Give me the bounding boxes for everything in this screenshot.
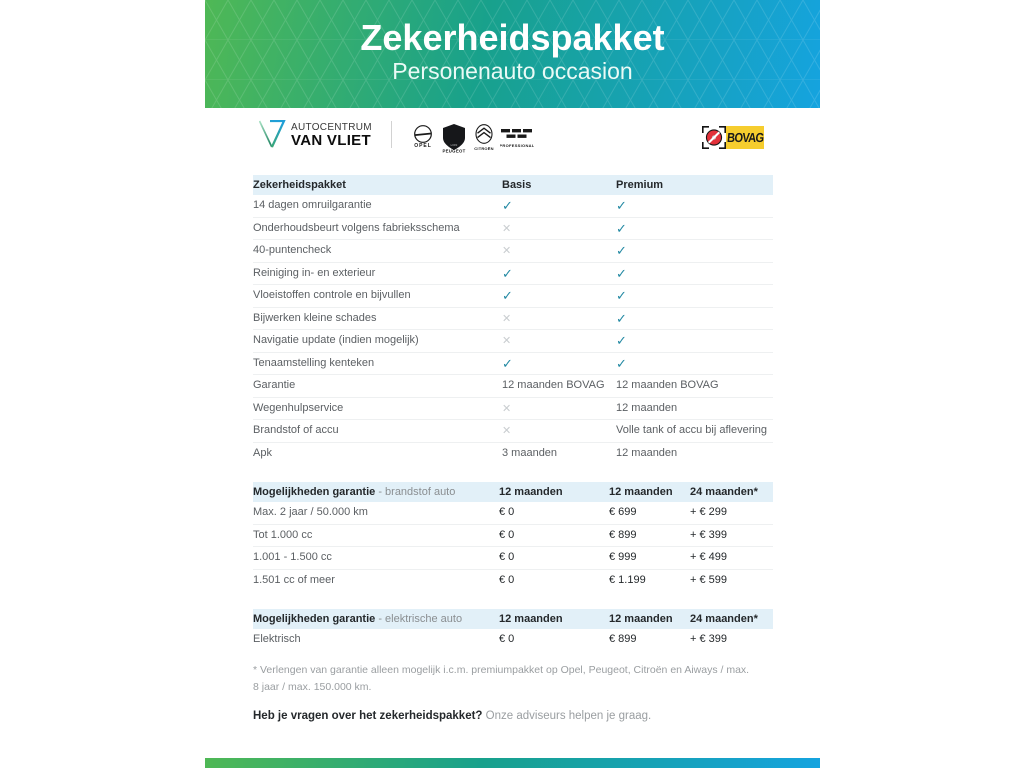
svg-text:CITROËN: CITROËN <box>474 146 493 151</box>
svg-text:LION: LION <box>451 143 458 147</box>
svg-text:PEUGEOT: PEUGEOT <box>442 149 465 154</box>
svg-text:PROFESSIONAL: PROFESSIONAL <box>500 143 534 148</box>
svg-text:OPEL: OPEL <box>414 143 432 149</box>
